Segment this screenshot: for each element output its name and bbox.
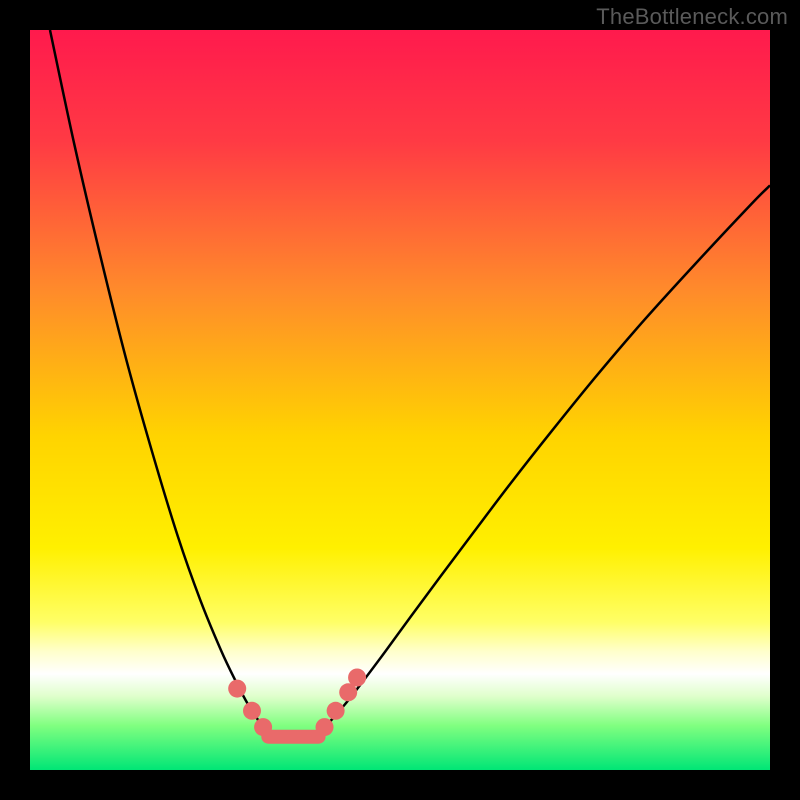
left-curve bbox=[50, 30, 268, 733]
watermark-text: TheBottleneck.com bbox=[596, 4, 788, 30]
chart-frame: TheBottleneck.com bbox=[0, 0, 800, 800]
curve-layer bbox=[30, 30, 770, 770]
right-curve bbox=[319, 185, 770, 733]
plot-area bbox=[30, 30, 770, 770]
